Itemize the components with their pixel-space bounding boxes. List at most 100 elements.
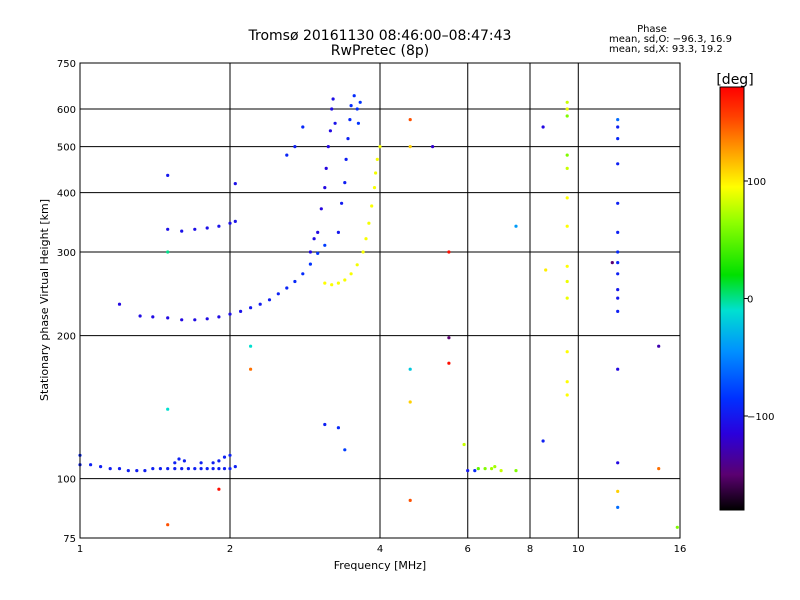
data-point [657, 344, 661, 348]
data-point [276, 292, 280, 296]
data-point [336, 230, 340, 234]
stats-o-mode: mean, sd,O: −96.3, 16.9 [609, 34, 732, 45]
x-tick-label: 1 [77, 544, 83, 555]
data-point [349, 104, 353, 108]
y-tick-label: 100 [57, 475, 76, 486]
data-point [358, 100, 362, 104]
data-point [301, 272, 305, 276]
data-point [326, 145, 330, 149]
data-point [344, 157, 348, 161]
data-point [267, 298, 272, 302]
data-point [541, 439, 545, 443]
data-point [616, 296, 620, 300]
y-tick-label: 300 [57, 248, 76, 259]
data-point [408, 400, 412, 404]
data-point [330, 283, 334, 287]
y-axis-label: Stationary phase Virtual Height [km] [38, 199, 51, 401]
y-tick-label: 400 [57, 189, 76, 200]
data-point [343, 278, 347, 282]
x-tick-label: 8 [527, 544, 533, 555]
data-point [340, 201, 344, 205]
data-point [233, 465, 237, 469]
data-point [616, 201, 620, 205]
data-point [180, 467, 184, 471]
data-point [166, 407, 170, 411]
data-point [228, 312, 232, 316]
data-point [364, 237, 368, 241]
data-point [316, 251, 320, 255]
data-point [158, 467, 162, 471]
data-point [565, 100, 569, 104]
data-point [166, 173, 170, 177]
data-point [308, 262, 312, 266]
data-point [166, 523, 170, 527]
chart-title: Tromsø 20161130 08:46:00–08:47:43 [248, 28, 512, 44]
data-point [333, 121, 337, 125]
data-point [616, 505, 620, 509]
data-point [293, 279, 297, 284]
data-point [117, 302, 122, 306]
colorbar [719, 86, 745, 511]
data-point [490, 467, 494, 471]
data-point [616, 272, 620, 276]
y-tick-label: 75 [63, 534, 76, 545]
data-point [222, 467, 227, 471]
data-point [166, 467, 170, 471]
data-point [541, 125, 545, 129]
data-point [323, 186, 327, 190]
data-point [316, 230, 320, 234]
data-point [616, 162, 620, 166]
y-axis-ticks: 75 100 200 300 400 500 600 750 [57, 59, 76, 545]
data-point [610, 261, 614, 265]
data-point [323, 243, 327, 247]
data-point [565, 279, 569, 284]
data-point [117, 467, 122, 471]
grid-lines [80, 63, 680, 538]
data-point [616, 250, 620, 254]
data-point [616, 309, 620, 313]
data-point [205, 467, 209, 471]
data-point [301, 125, 305, 129]
data-point [211, 467, 215, 471]
data-point [239, 309, 243, 313]
data-point [657, 467, 661, 471]
data-point [408, 498, 412, 502]
data-point [616, 125, 620, 129]
data-point [193, 227, 197, 231]
data-point [186, 467, 190, 471]
data-point [565, 296, 569, 300]
data-point [217, 459, 221, 463]
data-point [565, 224, 569, 228]
data-point [308, 250, 312, 254]
data-point [370, 204, 374, 208]
data-point [343, 181, 347, 185]
data-point [565, 153, 569, 157]
data-point [447, 250, 451, 254]
data-point [151, 467, 155, 471]
data-point [173, 461, 177, 465]
data-point [565, 264, 569, 268]
colorbar-tick-label: −100 [747, 412, 774, 423]
data-point [348, 118, 352, 122]
data-point [616, 461, 620, 465]
chart-subtitle: RwPretec (8p) [331, 43, 429, 59]
data-point [217, 224, 221, 228]
data-point [336, 281, 340, 285]
data-point [330, 107, 334, 111]
data-point [565, 380, 569, 384]
data-point [483, 467, 487, 471]
data-point [126, 469, 130, 473]
data-point [378, 145, 382, 149]
x-tick-label: 2 [227, 544, 233, 555]
data-point [285, 153, 289, 157]
y-tick-label: 200 [57, 332, 76, 343]
data-point [217, 487, 221, 491]
data-point [565, 114, 569, 118]
x-axis-label: Frequency [MHz] [334, 559, 426, 572]
data-point [222, 455, 227, 459]
y-tick-label: 750 [57, 59, 76, 70]
data-point [180, 229, 184, 233]
data-point [493, 465, 497, 469]
data-point [565, 107, 569, 111]
data-point [228, 453, 232, 457]
